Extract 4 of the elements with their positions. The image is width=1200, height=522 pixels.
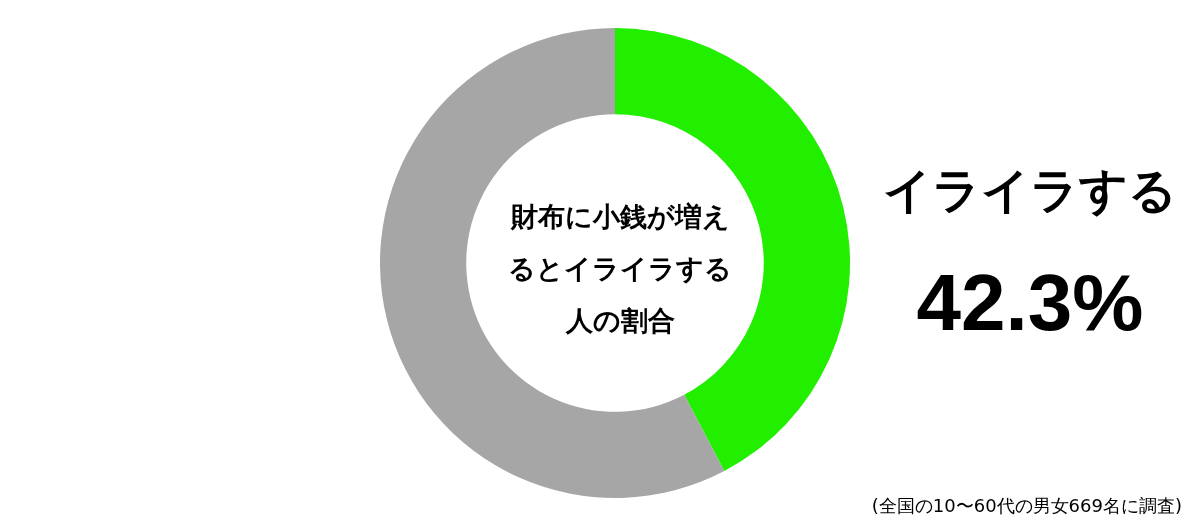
text: (全国の10〜60代の男女669名に調査) — [871, 494, 1183, 516]
slice-label: イライラする — [883, 162, 1177, 218]
data-label: 42.3% — [916, 257, 1144, 347]
text: 財布に小銭が増えるとイライラする人の割合 — [508, 200, 732, 336]
